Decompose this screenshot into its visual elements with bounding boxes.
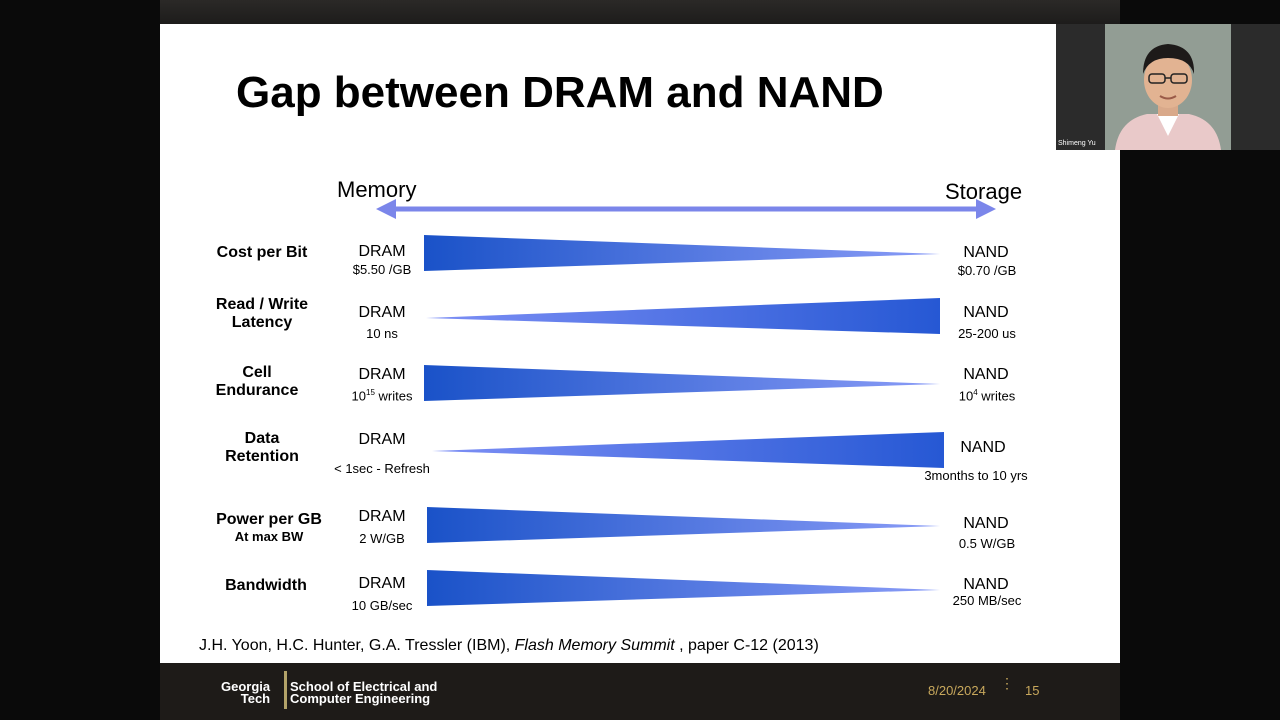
row-label-power: Power per GB At max BW [204, 511, 334, 544]
nand-label: NAND [963, 576, 1009, 593]
participant-video-tile[interactable]: Shimeng Yu [1056, 24, 1280, 150]
slide-title: Gap between DRAM and NAND [236, 68, 884, 117]
left-letterbox [0, 0, 160, 720]
nand-label: NAND [963, 515, 1009, 532]
slide: Gap between DRAM and NAND Memory Storage… [160, 24, 1120, 663]
dram-label: DRAM [358, 431, 406, 448]
nand-power-value: 0.5 W/GB [958, 536, 1016, 551]
dram-cost-value: $5.50 /GB [352, 262, 412, 277]
row-label-retention: Data Retention [225, 430, 299, 465]
dram-power-value: 2 W/GB [359, 531, 405, 546]
logo-divider [284, 671, 287, 709]
wedge-bandwidth [427, 570, 940, 606]
row-label-latency: Read / Write Latency [215, 296, 309, 331]
nand-latency-value: 25-200 us [958, 326, 1016, 341]
axis-label-storage: Storage [945, 179, 1023, 204]
axis-label-memory: Memory [337, 177, 417, 202]
nand-retention-value: 3months to 10 yrs [924, 468, 1028, 483]
row-label-endurance: Cell Endurance [215, 364, 299, 399]
dram-label: DRAM [358, 575, 406, 592]
participant-name: Shimeng Yu [1058, 140, 1096, 147]
footer-separator: ⋮ [1000, 675, 1014, 691]
double-arrow [376, 199, 996, 219]
wedge-latency [426, 298, 940, 334]
georgia-tech-logo: Georgia Tech [221, 679, 271, 706]
slide-date: 8/20/2024 [928, 683, 986, 698]
nand-bandwidth-value: 250 MB/sec [952, 593, 1022, 608]
citation: J.H. Yoon, H.C. Hunter, G.A. Tressler (I… [199, 637, 819, 654]
dram-label: DRAM [358, 508, 406, 525]
dram-label: DRAM [358, 304, 406, 321]
top-strip [160, 0, 1120, 24]
nand-cost-value: $0.70 /GB [957, 263, 1017, 278]
nand-label: NAND [963, 304, 1009, 321]
wedge-retention [432, 432, 944, 468]
row-label-bandwidth: Bandwidth [225, 577, 307, 594]
nand-label: NAND [963, 244, 1009, 261]
school-name: School of Electrical and Computer Enginee… [290, 679, 438, 706]
dram-label: DRAM [358, 243, 406, 260]
person-avatar-icon [1105, 24, 1231, 150]
row-sublabel-power: At max BW [234, 529, 304, 544]
dram-latency-value: 10 ns [366, 326, 398, 341]
slide-number: 15 [1025, 683, 1040, 698]
nand-label: NAND [960, 439, 1006, 456]
wedge-graphics [376, 199, 996, 606]
dram-label: DRAM [358, 366, 406, 383]
slide-footer: Georgia Tech School of Electrical and Comp… [160, 663, 1120, 720]
row-label-cost-per-bit: Cost per Bit [216, 244, 308, 261]
dram-bandwidth-value: 10 GB/sec [351, 598, 413, 613]
participant-video [1105, 24, 1231, 150]
wedge-cost-per-bit [424, 235, 940, 271]
dram-retention-value: < 1sec - Refresh [334, 461, 430, 476]
nand-label: NAND [963, 366, 1009, 383]
wedge-power [427, 507, 940, 543]
nand-endurance-value: 104 writes [958, 388, 1016, 404]
wedge-endurance [424, 365, 940, 401]
dram-endurance-value: 1015 writes [351, 388, 413, 404]
